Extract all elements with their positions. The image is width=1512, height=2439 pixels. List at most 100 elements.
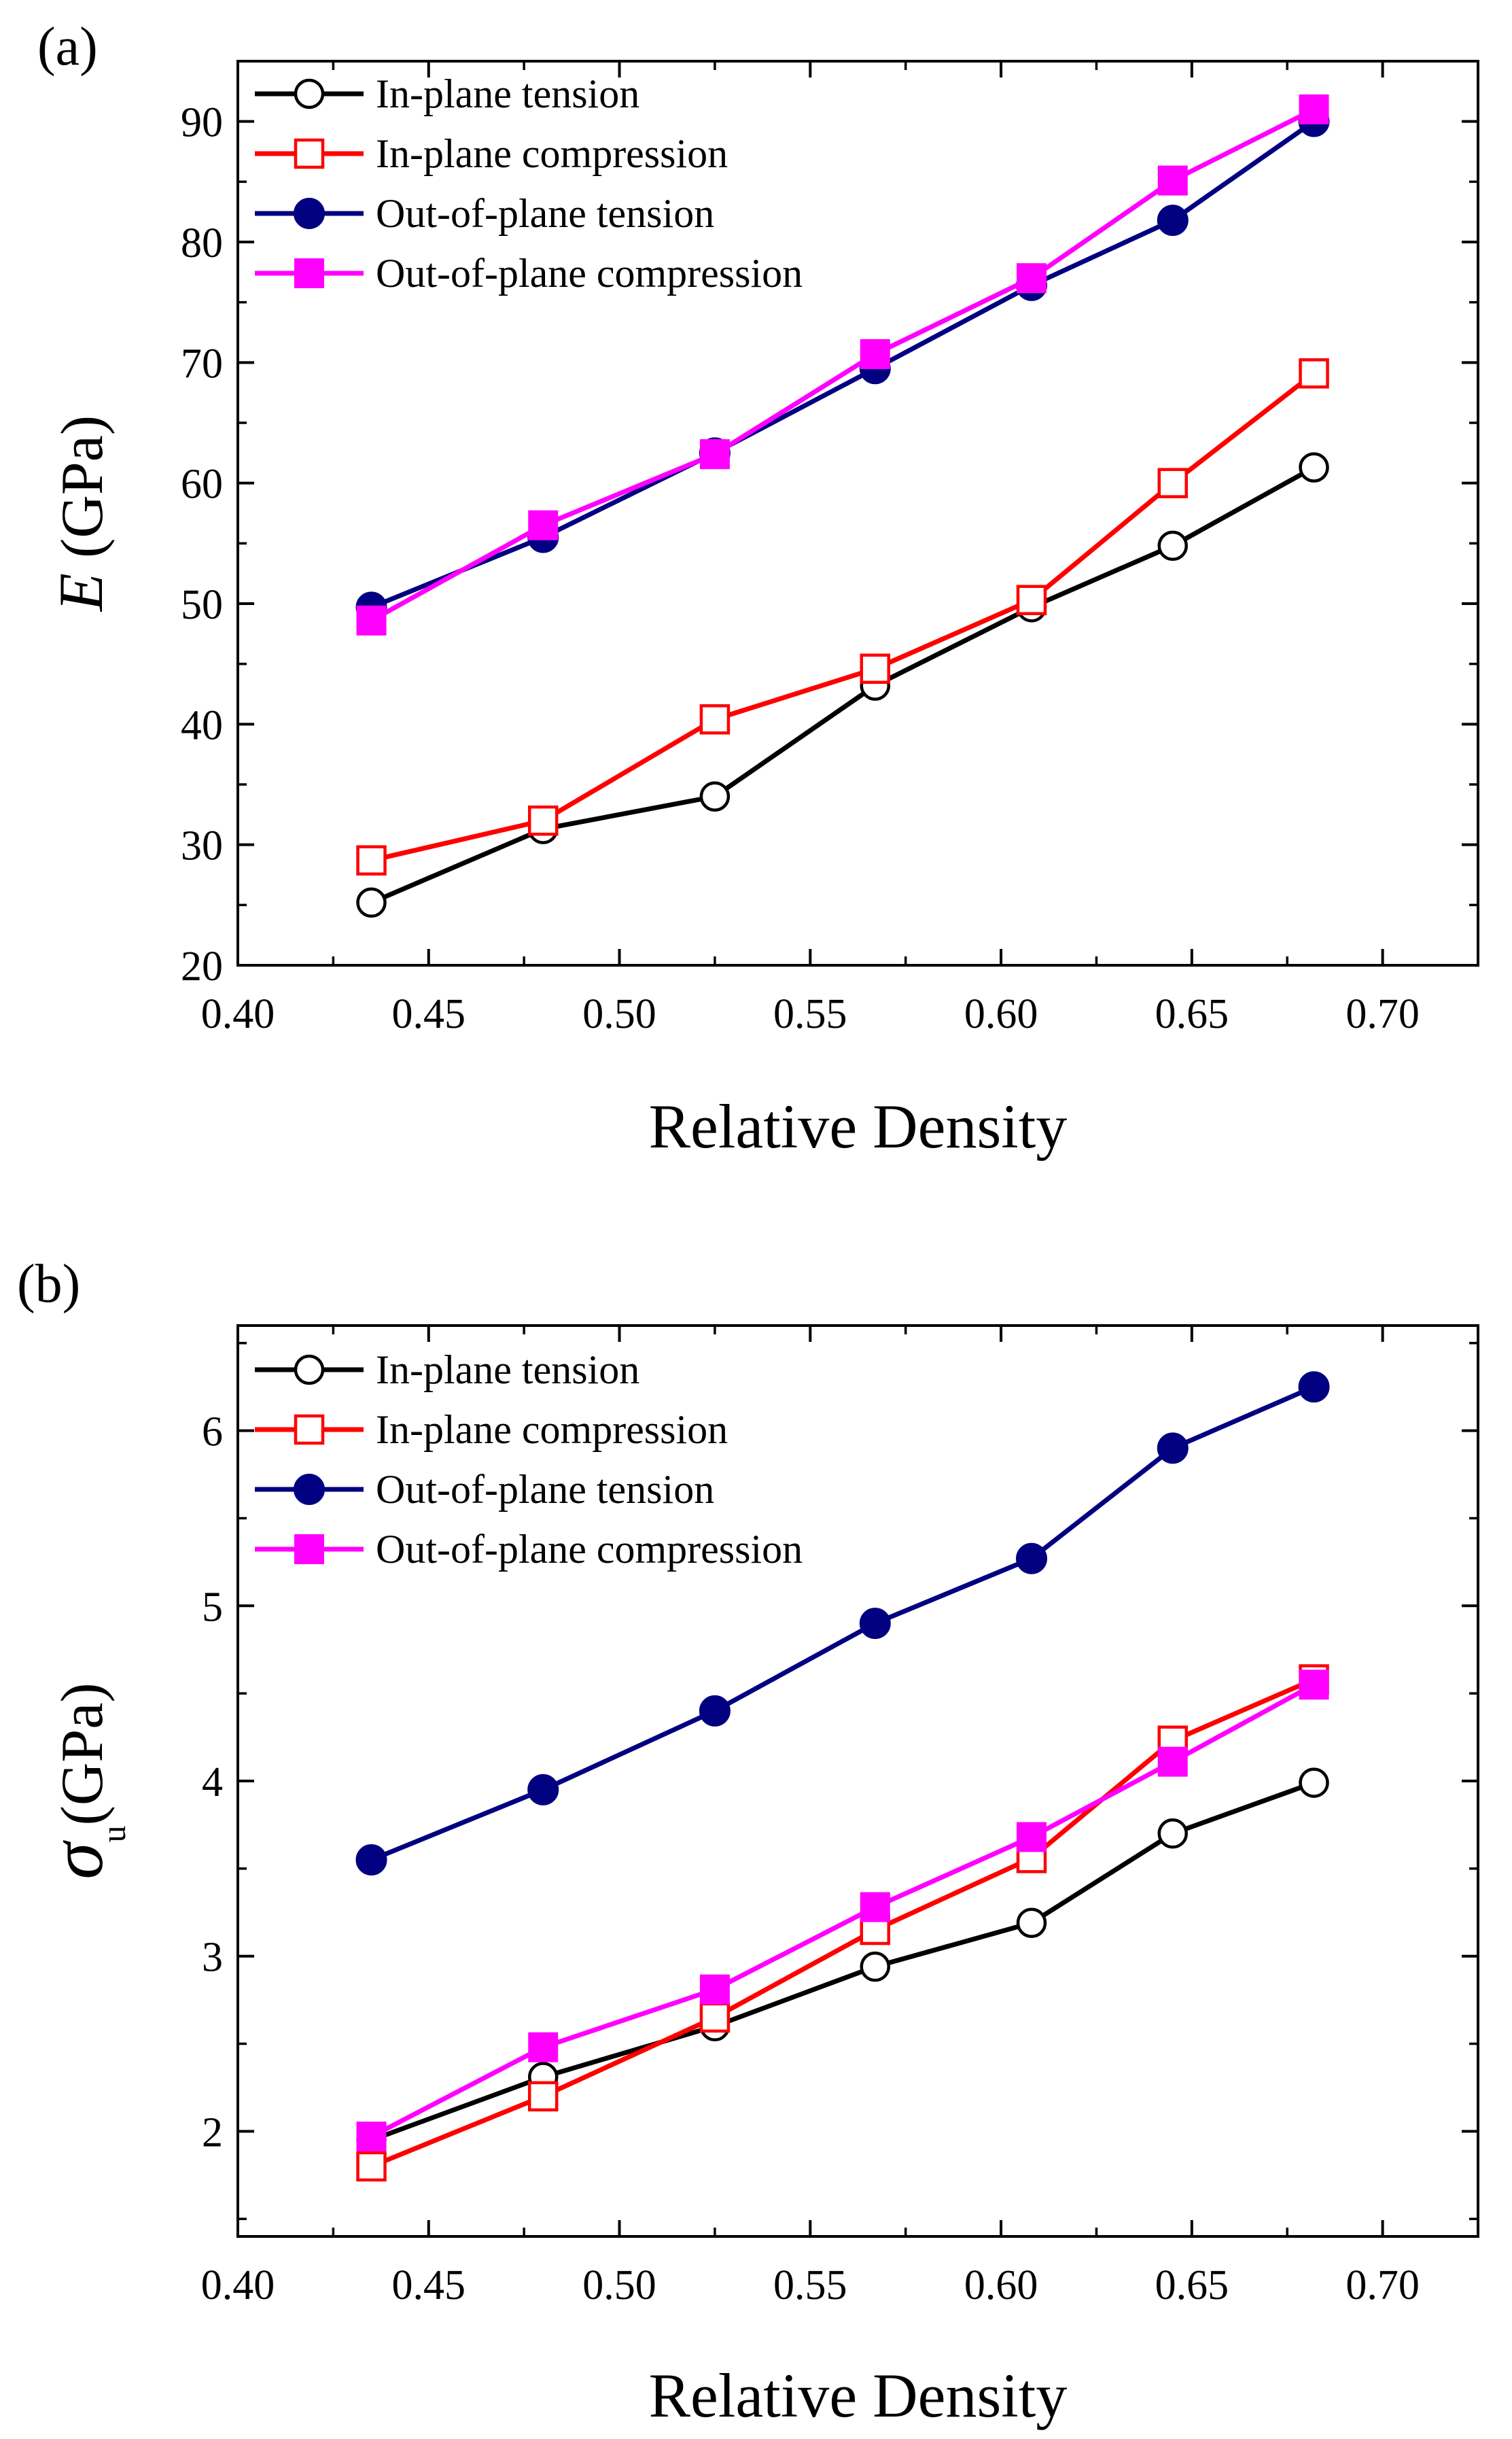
legend-marker (294, 1414, 325, 1445)
y-tick-label: 20 (181, 944, 223, 990)
x-tick-label: 0.60 (964, 991, 1038, 1037)
data-point (699, 2002, 731, 2033)
data-point (1157, 1432, 1189, 1464)
legend-label: In-plane compression (376, 1407, 728, 1452)
legend-label: In-plane tension (376, 1347, 639, 1392)
x-tick-label: 0.55 (773, 991, 847, 1037)
data-point (860, 653, 891, 685)
data-point (1299, 358, 1329, 389)
data-point (860, 1951, 891, 1982)
data-point (356, 605, 387, 636)
y-axis-subscript: u (94, 1825, 133, 1842)
y-tick-label: 60 (181, 462, 223, 508)
data-point (356, 845, 387, 876)
data-point (1157, 1818, 1189, 1849)
y-tick-label: 90 (181, 100, 223, 146)
data-point (1299, 452, 1329, 483)
legend-marker (294, 1354, 325, 1385)
legend: In-plane tension In-plane compression Out-… (255, 71, 803, 296)
y-axis-title: σu(GPa) (35, 1682, 133, 1879)
x-tick-label: 0.60 (964, 2262, 1038, 2308)
data-point (699, 439, 730, 470)
data-point (1157, 205, 1189, 237)
data-point (1016, 585, 1047, 615)
x-tick-label: 0.45 (392, 2262, 466, 2308)
data-point (860, 1892, 890, 1922)
y-tick-label: 6 (202, 1409, 223, 1455)
legend-label: In-plane tension (376, 71, 639, 116)
data-point (356, 2151, 387, 2182)
data-point (699, 1695, 731, 1727)
x-tick-label: 0.40 (201, 991, 275, 1037)
x-tick-label: 0.50 (582, 991, 656, 1037)
y-tick-label: 4 (202, 1759, 223, 1805)
legend-marker (294, 78, 325, 109)
data-point (527, 2081, 559, 2112)
x-axis-title: Relative Density (649, 1092, 1068, 1161)
y-tick-label: 5 (202, 1584, 223, 1630)
y-tick-label: 2 (202, 2109, 223, 2156)
x-tick-label: 0.70 (1346, 2262, 1420, 2308)
x-tick-label: 0.45 (392, 991, 466, 1037)
data-point (1157, 1746, 1188, 1777)
y-axis-symbol: E (46, 573, 116, 612)
data-point (527, 1774, 559, 1805)
y-tick-label: 80 (181, 220, 223, 266)
data-point (859, 1608, 891, 1640)
data-point (1157, 530, 1189, 561)
x-axis-title: Relative Density (649, 2361, 1068, 2430)
y-axis-title: E (GPa) (46, 415, 116, 612)
data-point (1157, 468, 1189, 498)
data-point (1016, 1542, 1047, 1574)
data-point (1157, 165, 1188, 196)
data-point (528, 2032, 559, 2062)
x-tick-label: 0.50 (582, 2262, 656, 2308)
legend-label: Out-of-plane compression (376, 1527, 803, 1572)
data-point (355, 1844, 387, 1875)
legend-marker (294, 258, 324, 288)
panel-a: (a) 0.40 0.45 0.50 0.55 0.60 0.65 0.70 20 30 40 50 6… (37, 17, 1479, 1161)
x-tick-label: 0.55 (773, 2262, 847, 2308)
legend-marker (294, 198, 325, 229)
data-point (1017, 1822, 1047, 1852)
data-point (1299, 94, 1329, 124)
y-tick-label: 70 (181, 341, 223, 387)
y-axis-symbol: σ (35, 1840, 118, 1880)
data-point (1016, 1907, 1047, 1938)
y-tick-label: 30 (181, 823, 223, 869)
legend: In-plane tension In-plane compression Out-… (255, 1347, 803, 1572)
data-point (356, 887, 387, 918)
data-point (1299, 1767, 1329, 1798)
panel-label: (a) (37, 17, 98, 77)
x-tick-label: 0.65 (1155, 2262, 1229, 2308)
data-point (699, 781, 731, 812)
x-tick-label: 0.70 (1346, 991, 1420, 1037)
data-point (527, 805, 559, 836)
series-out-of-plane-compression (356, 1670, 1329, 2152)
y-tick-label: 50 (181, 582, 223, 628)
y-tick-label: 3 (202, 1935, 223, 1981)
legend-label: In-plane compression (376, 131, 728, 176)
data-point (1299, 1670, 1329, 1700)
legend-marker (294, 1474, 325, 1505)
data-point (528, 510, 559, 540)
legend-marker (294, 1534, 324, 1564)
data-point (699, 704, 731, 735)
legend-marker (294, 138, 325, 169)
y-axis-unit: (GPa) (50, 1682, 116, 1825)
data-point (1017, 263, 1047, 294)
series-in-plane-compression (356, 358, 1329, 876)
data-point (699, 1974, 730, 2005)
panel-label: (b) (17, 1254, 80, 1314)
legend-label: Out-of-plane tension (376, 191, 714, 236)
legend-label: Out-of-plane tension (376, 1467, 714, 1512)
series-out-of-plane-compression (356, 94, 1329, 636)
plot-frame (236, 60, 1479, 967)
series-out-of-plane-tension (355, 1371, 1330, 1875)
x-tick-label: 0.65 (1155, 991, 1229, 1037)
data-point (356, 2122, 387, 2152)
legend-label: Out-of-plane compression (376, 251, 803, 296)
panel-b: (b) 0.40 0.45 0.50 0.55 0.60 0.65 0.70 2 3 4 5 6 Rela… (17, 1254, 1479, 2430)
y-axis-unit: (GPa) (50, 415, 116, 573)
